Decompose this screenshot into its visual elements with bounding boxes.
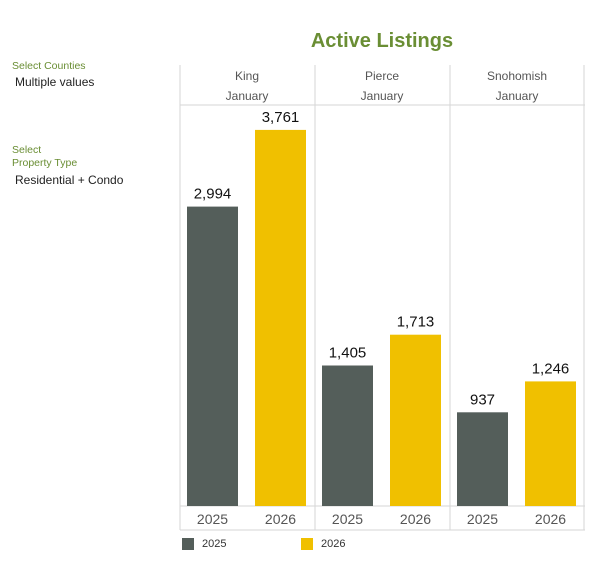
- bar-label-snohomish-2026: 1,246: [532, 360, 570, 377]
- property-type-filter-label: Select Property Type: [12, 144, 78, 169]
- x-tick-pierce-2026: 2026: [400, 511, 431, 527]
- counties-filter-label: Select Counties: [12, 60, 86, 72]
- panel-header-pierce: Pierce: [364, 69, 399, 83]
- legend-item-2025: 2025: [182, 538, 226, 550]
- chart-title: Active Listings: [310, 30, 454, 52]
- legend-label-2026: 2026: [321, 538, 346, 550]
- bar-label-king-2026: 3,761: [262, 109, 300, 126]
- counties-filter-value[interactable]: Multiple values: [15, 75, 95, 89]
- bar-label-king-2025: 2,994: [194, 186, 232, 203]
- month-header-pierce: January: [360, 89, 404, 103]
- bar-snohomish-2025: [457, 412, 508, 506]
- bar-king-2026: [255, 129, 306, 506]
- month-header-snohomish: January: [495, 89, 539, 103]
- x-tick-snohomish-2026: 2026: [535, 511, 566, 527]
- x-tick-king-2025: 2025: [197, 511, 228, 527]
- chart-bars: [187, 129, 576, 506]
- x-tick-snohomish-2025: 2025: [467, 511, 498, 527]
- panel-header-king: King: [234, 69, 260, 83]
- bar-label-pierce-2026: 1,713: [397, 314, 435, 331]
- chart-grid: [179, 65, 585, 531]
- panel-header-snohomish: Snohomish: [486, 69, 548, 83]
- chart-bar-labels: 2,994 3,761 1,405 1,713 937 1,246: [194, 109, 570, 408]
- legend-label-2025: 2025: [202, 538, 227, 550]
- bar-pierce-2025: [322, 365, 373, 506]
- x-tick-pierce-2025: 2025: [332, 511, 363, 527]
- bar-king-2025: [187, 206, 238, 506]
- legend-item-2026: 2026: [301, 538, 345, 550]
- legend-swatch-2025: [182, 538, 194, 550]
- month-header-king: January: [225, 89, 269, 103]
- property-type-filter-value[interactable]: Residential + Condo: [15, 173, 124, 187]
- x-tick-king-2026: 2026: [265, 511, 296, 527]
- chart-x-ticks: 2025 2026 2025 2026 2025 2026: [197, 511, 566, 527]
- bar-snohomish-2026: [525, 381, 576, 506]
- bar-label-snohomish-2025: 937: [470, 391, 495, 408]
- legend-swatch-2026: [301, 538, 313, 550]
- bar-label-pierce-2025: 1,405: [329, 345, 367, 362]
- bar-pierce-2026: [390, 334, 441, 506]
